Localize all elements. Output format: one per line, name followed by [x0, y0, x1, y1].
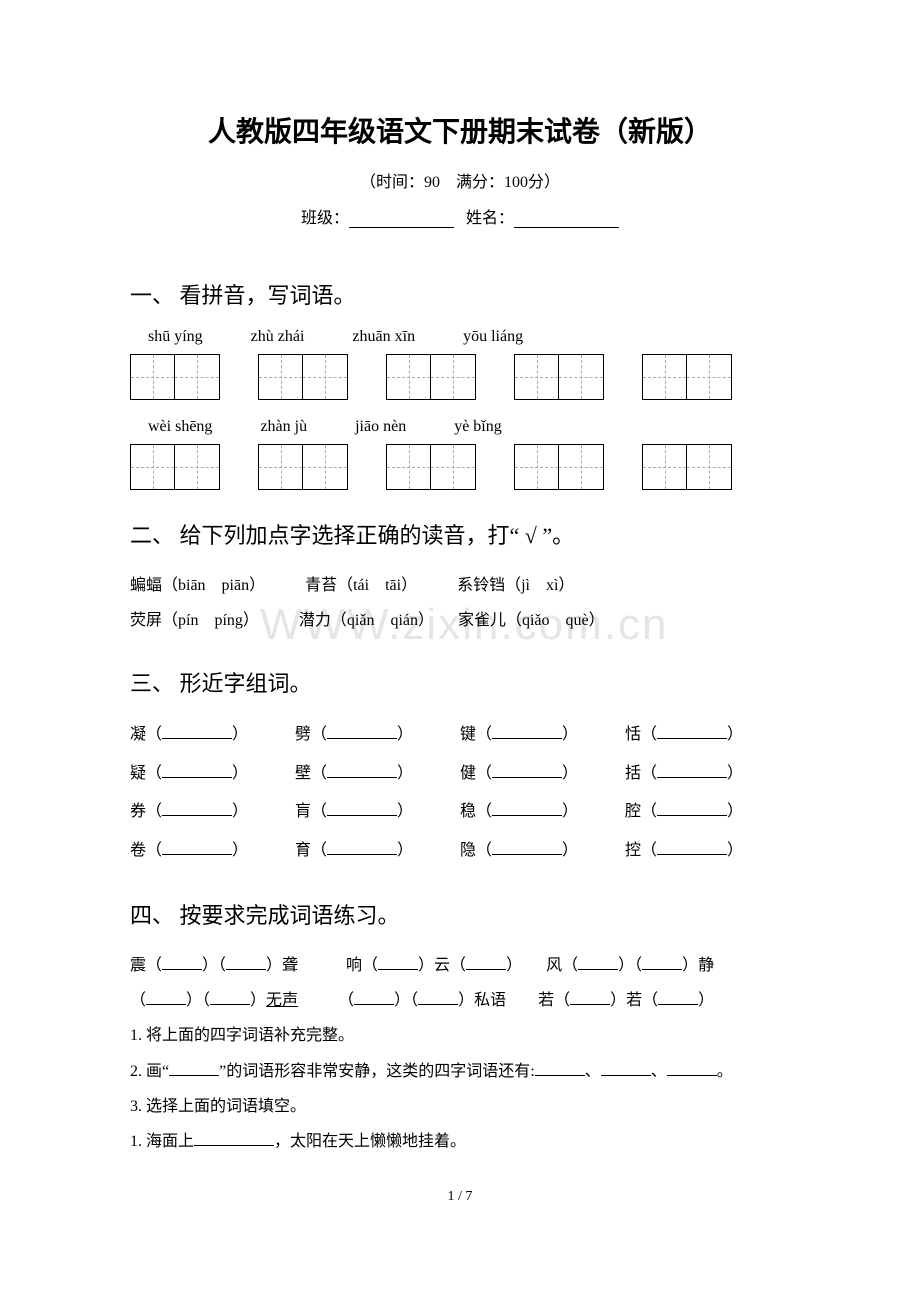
page-title: 人教版四年级语文下册期末试卷（新版）: [130, 110, 790, 150]
section3-grid: 凝（） 劈（） 键（） 恬（） 疑（） 壁（） 健（） 括（） 券（） 肓（） …: [130, 716, 790, 870]
char: 括: [625, 765, 641, 782]
box-row-1: [130, 354, 790, 400]
q3-row: 凝（） 劈（） 键（） 恬（）: [130, 716, 790, 754]
char-box: [130, 444, 220, 490]
section4-line2: （）（）无声 （）（）私语 若（）若（）: [130, 983, 790, 1018]
char: 劈: [295, 726, 311, 743]
pinyin-row-1: shū yíng zhù zhái zhuān xīn yōu liáng: [148, 328, 790, 346]
subtitle: （时间：90 满分：100分）: [130, 168, 790, 192]
section1-heading: 一、 看拼音，写词语。: [130, 278, 790, 310]
page-number: 1 / 7: [130, 1189, 790, 1205]
box-row-2: [130, 444, 790, 490]
pinyin-item: zhàn jù: [260, 418, 307, 436]
char: 键: [460, 726, 476, 743]
section2-heading: 二、 给下列加点字选择正确的读音，打“ √ ”。: [130, 518, 790, 550]
char: 壁: [295, 765, 311, 782]
section4-q2: 2. 画“”的词语形容非常安静，这类的四字词语还有:、、。: [130, 1054, 790, 1089]
pinyin-item: wèi shēng: [148, 418, 212, 436]
name-label: 姓名：: [466, 210, 514, 227]
char-box: [386, 444, 476, 490]
q3-row: 券（） 肓（） 稳（） 腔（）: [130, 793, 790, 831]
pinyin-item: jiāo nèn: [355, 418, 406, 436]
char: 腔: [625, 803, 641, 820]
char: 卷: [130, 842, 146, 859]
pinyin-item: yōu liáng: [463, 328, 523, 346]
section4-q3-1: 1. 海面上，太阳在天上懒懒地挂着。: [130, 1124, 790, 1159]
char-box: [642, 444, 732, 490]
char: 肓: [295, 803, 311, 820]
section4-q1: 1. 将上面的四字词语补充完整。: [130, 1018, 790, 1053]
pinyin-row-2: wèi shēng zhàn jù jiāo nèn yè bǐng: [148, 418, 790, 436]
char: 控: [625, 842, 641, 859]
char: 稳: [460, 803, 476, 820]
pinyin-item: zhù zhái: [251, 328, 305, 346]
section4-heading: 四、 按要求完成词语练习。: [130, 898, 790, 930]
section4-line1: 震（）（）聋 响（）云（） 风（）（）静: [130, 948, 790, 983]
char: 恬: [625, 726, 641, 743]
char-box: [258, 354, 348, 400]
q3-row: 卷（） 育（） 隐（） 控（）: [130, 832, 790, 870]
name-blank: [514, 212, 619, 228]
char-box: [642, 354, 732, 400]
char-box: [514, 444, 604, 490]
char: 隐: [460, 842, 476, 859]
section3-heading: 三、 形近字组词。: [130, 666, 790, 698]
q3-row: 疑（） 壁（） 健（） 括（）: [130, 755, 790, 793]
class-blank: [349, 212, 454, 228]
section2-line2: 荧屏（pín píng） 潜力（qiǎn qián） 家雀儿（qiǎo què）: [130, 603, 790, 638]
pinyin-item: yè bǐng: [454, 418, 502, 436]
section4-q3: 3. 选择上面的词语填空。: [130, 1089, 790, 1124]
char-box: [258, 444, 348, 490]
char: 券: [130, 803, 146, 820]
char-box: [130, 354, 220, 400]
char-box: [386, 354, 476, 400]
char: 疑: [130, 765, 146, 782]
class-label: 班级：: [301, 210, 349, 227]
char-box: [514, 354, 604, 400]
info-line: 班级： 姓名：: [130, 204, 790, 228]
char: 凝: [130, 726, 146, 743]
pinyin-item: shū yíng: [148, 328, 203, 346]
section2-line1: 蝙蝠（biān piān） 青苔（tái tāi） 系铃铛（jì xì）: [130, 568, 790, 603]
char: 育: [295, 842, 311, 859]
pinyin-item: zhuān xīn: [352, 328, 415, 346]
char: 健: [460, 765, 476, 782]
